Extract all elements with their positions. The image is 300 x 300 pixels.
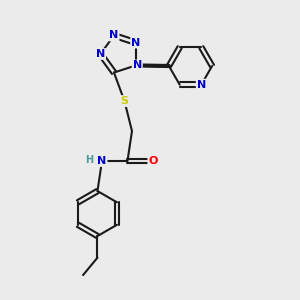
Text: H: H xyxy=(85,155,93,165)
Text: S: S xyxy=(121,96,128,106)
Text: N: N xyxy=(97,156,106,166)
Text: N: N xyxy=(133,61,142,70)
Text: N: N xyxy=(109,31,119,40)
Text: O: O xyxy=(148,156,158,166)
Text: N: N xyxy=(96,49,105,59)
Text: N: N xyxy=(131,38,140,47)
Text: N: N xyxy=(197,80,206,90)
